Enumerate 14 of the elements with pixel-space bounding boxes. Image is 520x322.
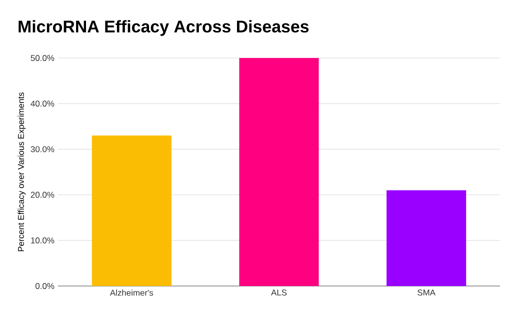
bar [239,58,319,286]
bar [386,190,466,286]
y-tick-label: 10.0% [31,237,54,244]
y-tick-label: 20.0% [30,192,54,198]
y-tick-label: 50.0% [30,55,54,61]
x-tick-label: Alzheimer's [110,290,154,296]
x-tick-label: SMA [418,290,436,296]
chart-title: MicroRNA Efficacy Across Diseases [18,20,309,36]
bar [92,136,172,286]
y-axis-title: Percent Efficacy over Various Experiments [18,92,26,252]
y-tick-label: 0.0% [36,283,54,289]
y-tick-label: 30.0% [30,146,54,152]
y-tick-label: 40.0% [30,100,54,107]
x-tick-label: ALS [271,290,287,296]
